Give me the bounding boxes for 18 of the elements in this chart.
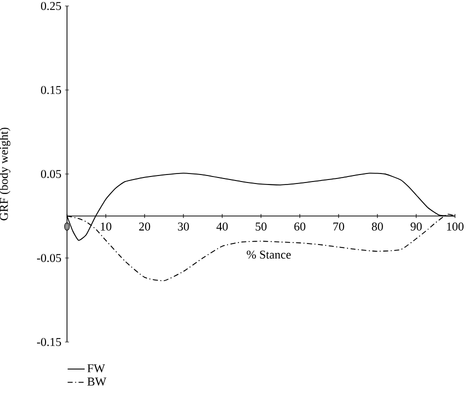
legend-label: BW — [87, 378, 106, 386]
x-tick-label: 20 — [139, 222, 150, 231]
x-tick-label: 60 — [294, 222, 306, 231]
x-tick-label: 50 — [256, 222, 267, 231]
x-tick-label: 30 — [178, 222, 189, 231]
y-tick-label: -0.15 — [37, 338, 62, 346]
x-tick-label: 70 — [333, 222, 344, 231]
legend-label: FW — [87, 364, 106, 372]
x-tick-label: 80 — [372, 222, 383, 231]
x-tick-label: 10 — [100, 222, 112, 231]
y-tick-label: -0.05 — [37, 254, 62, 262]
x-tick-label: 40 — [216, 222, 228, 231]
x-tick-label: 100 — [447, 222, 464, 231]
y-tick-label: 0.25 — [41, 2, 62, 10]
x-tick-label: 90 — [410, 222, 422, 231]
x-axis-title: % Stance — [246, 250, 291, 259]
y-tick-label: 0.05 — [41, 170, 62, 178]
y-tick-label: 0.15 — [41, 86, 62, 94]
